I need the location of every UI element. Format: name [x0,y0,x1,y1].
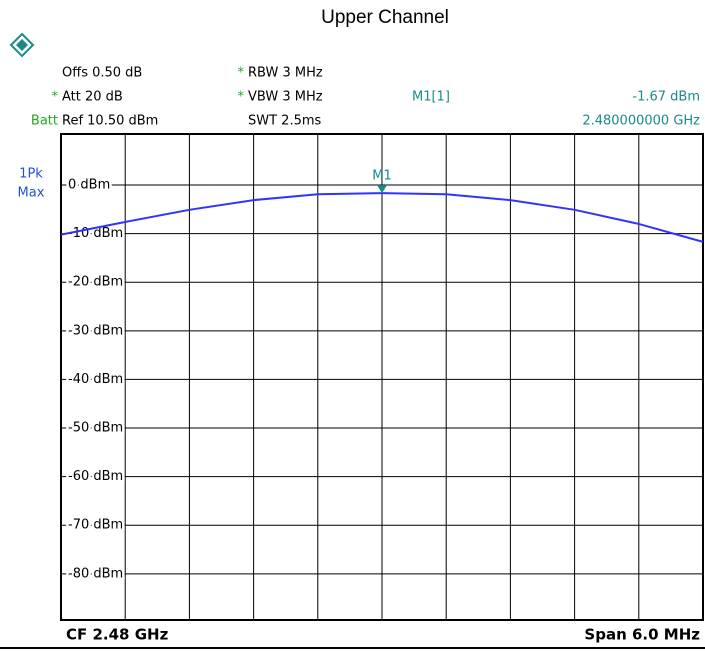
y-tick-label: 0 dBm [68,178,110,193]
y-tick-label: -40 dBm [68,372,123,387]
setting: Att 20 dB [62,90,123,105]
trace-label: 1Pk [19,167,43,182]
setting-flag: Batt [31,114,58,129]
marker-name: M1 [372,169,392,184]
setting-flag: * [52,90,59,105]
setting: VBW 3 MHz [248,90,323,105]
y-tick-label: -60 dBm [68,469,123,484]
marker-frequency: 2.480000000 GHz [582,114,700,129]
y-tick-label: -80 dBm [68,566,123,581]
chart-title: Upper Channel [321,7,449,28]
setting: SWT 2.5ms [248,114,322,129]
marker [377,185,387,194]
marker-readout: M1[1] [412,90,450,105]
setting: Offs 0.50 dB [62,66,142,81]
y-tick-label: -20 dBm [68,275,123,290]
footer-left: CF 2.48 GHz [66,626,169,644]
trace-label: Max [18,186,45,201]
marker-level: -1.67 dBm [632,90,700,105]
y-tick-label: -70 dBm [68,518,123,533]
setting: RBW 3 MHz [248,66,323,81]
setting: Ref 10.50 dBm [62,114,158,129]
y-tick-label: -50 dBm [68,421,123,436]
y-tick-label: -30 dBm [68,323,123,338]
setting-flag: * [238,66,245,81]
logo [9,32,35,58]
setting-flag: * [238,90,245,105]
footer-right: Span 6.0 MHz [584,626,700,644]
